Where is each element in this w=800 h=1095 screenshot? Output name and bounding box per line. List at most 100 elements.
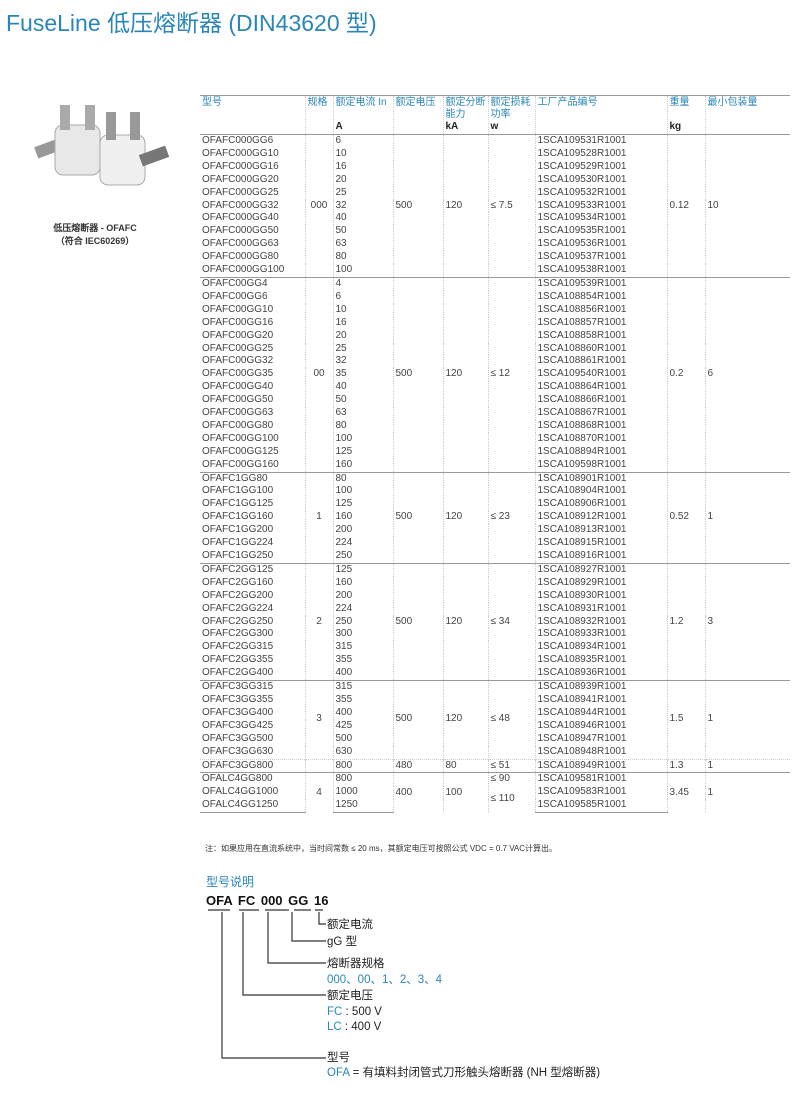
- model-cell: OFAFC00GG10: [202, 303, 274, 315]
- product-code-cell: 1SCA108932R1001: [534, 615, 667, 629]
- model-cell: OFAFC2GG400: [202, 667, 274, 679]
- fuse-product-image: [34, 105, 170, 186]
- weight-cell: 1.3: [666, 758, 705, 773]
- model-cell: OFAFC00GG40: [202, 381, 274, 393]
- rated-current-cell: 32: [332, 199, 393, 213]
- table-header-row: 型号 规格 额定电流 In A 额定电压 额定分断能力 kA 额定损耗功率 w 工厂产品编号…: [200, 95, 790, 135]
- model-cell: OFAFC00GG16: [202, 316, 274, 328]
- rated-current-cell: 6: [332, 133, 393, 148]
- product-code-cell: 1SCA109540R1001: [534, 368, 667, 382]
- rated-current-cell: 315: [332, 641, 393, 655]
- table-row: OFAFC000GG63 63 1SCA109536R1001: [200, 238, 790, 252]
- product-code-cell: 1SCA108931R1001: [534, 602, 667, 616]
- table-row: OFAFC000GG10 10 1SCA109528R1001: [200, 147, 790, 161]
- product-code-cell: 1SCA108929R1001: [534, 576, 667, 590]
- model-code-example: OFA FC 000 GG 16: [206, 893, 329, 908]
- legend-type: gG 型: [327, 936, 358, 948]
- product-code-cell: 1SCA108867R1001: [534, 407, 667, 420]
- table-row: OFAFC2GG300 300 1SCA108933R1001: [200, 628, 790, 642]
- breaking-capacity-cell: 120: [442, 680, 488, 759]
- rated-current-cell: 630: [332, 745, 393, 759]
- product-code-cell: 1SCA108901R1001: [534, 471, 667, 486]
- model-legend-title: 型号说明: [206, 875, 255, 889]
- model-cell: OFAFC3GG400: [202, 706, 274, 718]
- ofa-code: OFA: [327, 1067, 350, 1079]
- model-cell: OFAFC00GG35: [202, 368, 274, 380]
- table-row: OFAFC00GG4 00 4 500 120 ≤ 12 1SCA109539R1001 0.…: [200, 276, 790, 473]
- power-loss-cell: ≤ 12: [487, 276, 535, 473]
- legend-size-values: 000、00、1、2、3、4: [327, 974, 443, 986]
- min-pack-cell: 1: [704, 680, 790, 759]
- column-header-label: 型号: [202, 97, 222, 108]
- table-row: OFALC4GG1250 1250 1SCA109585R1001: [200, 799, 790, 814]
- column-header-label: 规格: [307, 97, 328, 108]
- min-pack-cell: 1: [704, 471, 790, 564]
- model-cell: OFAFC1GG224: [202, 537, 274, 549]
- power-loss-cell: ≤ 48: [487, 680, 535, 759]
- model-cell: OFAFC1GG200: [202, 524, 274, 536]
- column-header-label: 额定电压: [395, 97, 436, 108]
- model-cell: OFAFC2GG160: [202, 576, 274, 588]
- model-cell: OFAFC2GG315: [202, 641, 274, 653]
- rated-current-cell: 200: [332, 524, 393, 538]
- min-pack-cell: 10: [704, 134, 790, 278]
- spec-cell: 00: [304, 276, 333, 473]
- table-row: OFAFC2GG224 224 1SCA108931R1001: [200, 602, 790, 616]
- spec-cell: 4: [304, 772, 333, 813]
- table-row: OFAFC00GG25 25 1SCA108860R1001: [200, 342, 790, 356]
- product-code-cell: 1SCA108930R1001: [534, 589, 667, 603]
- model-cell: OFAFC3GG800: [200, 758, 305, 773]
- rated-current-cell: 400: [332, 706, 393, 720]
- product-code-cell: 1SCA109539R1001: [534, 276, 667, 291]
- footnote: 注：如果应用在直流系统中，当时间常数 ≤ 20 ms，其额定电压可按照公式 VD…: [205, 844, 558, 853]
- breaking-capacity-cell: 120: [442, 471, 488, 564]
- legend-model: 型号: [327, 1052, 350, 1064]
- breaking-capacity-cell: 120: [442, 562, 488, 681]
- weight-cell: 1.5: [666, 680, 705, 759]
- model-cell: OFAFC000GG40: [202, 212, 279, 224]
- product-code-cell: 1SCA108858R1001: [534, 329, 667, 343]
- table-row: OFAFC00GG10 10 1SCA108856R1001: [200, 303, 790, 317]
- model-cell: OFAFC3GG355: [202, 693, 274, 705]
- table-row: OFAFC1GG100 100 1SCA108904R1001: [200, 485, 790, 499]
- rated-current-cell: 100: [332, 432, 393, 446]
- rated-current-cell: 224: [332, 602, 393, 616]
- table-row: OFAFC00GG32 32 1SCA108861R1001: [200, 355, 790, 369]
- table-row: OFAFC000GG40 40 1SCA109534R1001: [200, 212, 790, 226]
- table-row: OFAFC3GG800 800 480 80 ≤ 51 1SCA108949R1001 1.…: [200, 758, 790, 773]
- weight-cell: 0.2: [666, 276, 705, 473]
- legend-lc: LC : 400 V: [327, 1020, 381, 1034]
- model-cell: OFAFC00GG100: [202, 432, 279, 444]
- rated-voltage-cell: 500: [392, 471, 443, 564]
- model-cell: OFAFC00GG160: [202, 458, 279, 470]
- fc-value: : 500 V: [342, 1006, 382, 1018]
- rated-current-cell: 40: [332, 212, 393, 226]
- code-part-current: 16: [314, 893, 329, 908]
- product-code-cell: 1SCA109581R1001: [534, 772, 667, 787]
- rated-current-cell: 35: [332, 368, 393, 382]
- model-cell: OFAFC1GG160: [202, 511, 274, 523]
- rated-current-cell: 16: [332, 160, 393, 174]
- lc-value: : 400 V: [341, 1021, 382, 1033]
- table-row: OFAFC000GG100 100 1SCA109538R1001: [200, 264, 790, 278]
- rated-current-cell: 160: [332, 576, 393, 590]
- rated-current-cell: 16: [332, 316, 393, 330]
- product-code-cell: 1SCA108936R1001: [534, 667, 667, 681]
- table-row: OFAFC2GG400 400 1SCA108936R1001: [200, 667, 790, 681]
- model-cell: OFAFC3GG500: [202, 732, 274, 744]
- spec-cell: [304, 758, 333, 773]
- model-cell: OFAFC2GG200: [202, 589, 274, 601]
- rated-voltage-cell: 500: [392, 680, 443, 759]
- table-row: OFAFC2GG355 355 1SCA108935R1001: [200, 654, 790, 668]
- fuse-spec-table: 型号 规格 额定电流 In A 额定电压 额定分断能力 kA 额定损耗功率 w 工厂产品编号…: [200, 95, 790, 814]
- product-code-cell: 1SCA109530R1001: [534, 173, 667, 187]
- power-loss-cell: ≤ 23: [487, 471, 535, 564]
- rated-current-cell: 300: [332, 628, 393, 642]
- product-code-cell: 1SCA108916R1001: [534, 550, 667, 564]
- spec-cell: 2: [304, 562, 333, 681]
- column-unit: A: [335, 121, 343, 132]
- caption-line-1: 低压熔断器 - OFAFC: [53, 223, 137, 233]
- model-cell: OFAFC000GG80: [202, 251, 279, 263]
- table-row: OFAFC3GG355 355 1SCA108941R1001: [200, 693, 790, 707]
- table-row: OFAFC000GG16 16 1SCA109529R1001: [200, 160, 790, 174]
